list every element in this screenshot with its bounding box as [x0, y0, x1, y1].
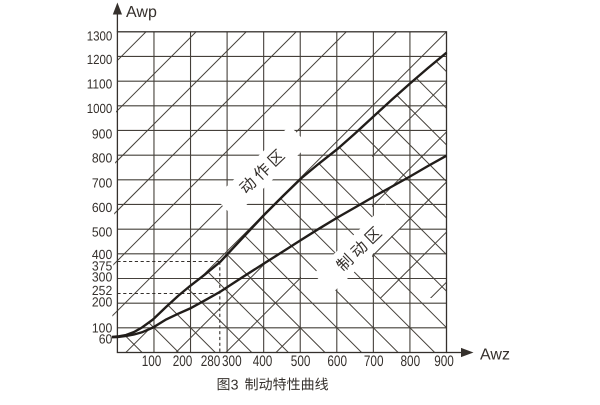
svg-text:200: 200	[92, 295, 112, 310]
svg-text:3: 3	[231, 377, 239, 393]
svg-text:Awp: Awp	[126, 4, 157, 21]
svg-text:800: 800	[92, 151, 112, 166]
svg-text:700: 700	[364, 353, 384, 370]
svg-text:100: 100	[142, 353, 162, 370]
svg-text:500: 500	[291, 353, 311, 370]
svg-text:1000: 1000	[87, 101, 113, 116]
svg-text:280: 280	[201, 353, 221, 370]
svg-text:600: 600	[92, 200, 112, 215]
svg-text:900: 900	[92, 126, 112, 141]
svg-text:1200: 1200	[87, 52, 113, 67]
svg-text:200: 200	[173, 353, 193, 370]
svg-text:1100: 1100	[87, 77, 113, 92]
svg-text:1300: 1300	[87, 29, 113, 44]
svg-text:60: 60	[99, 331, 113, 346]
svg-text:900: 900	[434, 353, 454, 370]
svg-text:600: 600	[327, 353, 347, 370]
svg-text:800: 800	[401, 353, 421, 370]
svg-text:500: 500	[92, 225, 112, 240]
svg-text:300: 300	[222, 353, 242, 370]
svg-text:Awz: Awz	[480, 347, 510, 364]
svg-text:700: 700	[92, 176, 112, 191]
svg-text:400: 400	[253, 353, 273, 370]
